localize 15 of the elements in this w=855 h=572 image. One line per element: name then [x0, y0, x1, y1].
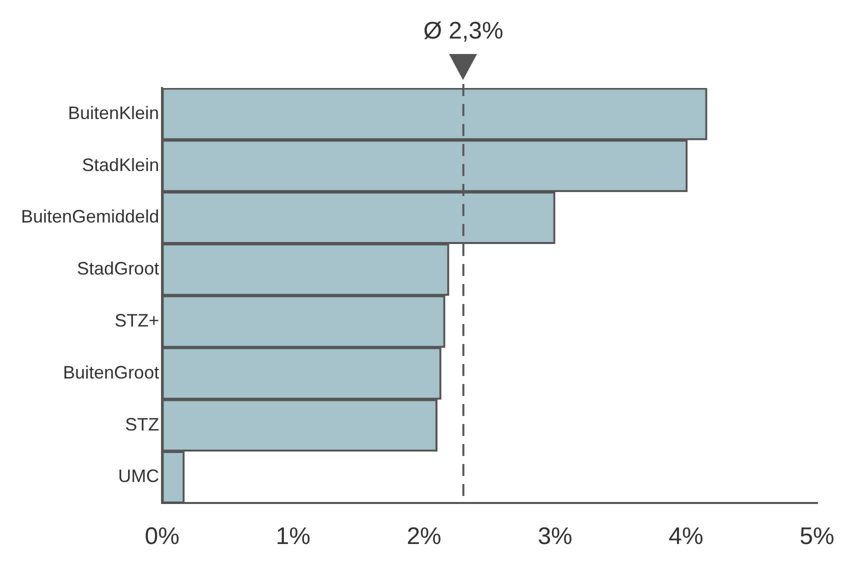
x-tick-label: 2%: [406, 523, 442, 550]
x-tick-label: 5%: [800, 523, 834, 550]
y-tick-label: BuitenKlein: [68, 102, 160, 123]
x-tick-label: 1%: [276, 523, 310, 550]
y-tick-label: StadKlein: [82, 154, 160, 175]
x-tick-label: 3%: [538, 523, 572, 550]
y-tick-label: StadGroot: [77, 258, 160, 279]
x-tick-label: 4%: [668, 523, 704, 550]
y-tick-label: STZ+: [114, 310, 160, 331]
y-tick-label: STZ: [125, 414, 160, 434]
y-tick-label: BuitenGroot: [63, 362, 160, 382]
x-tick-label: 0%: [144, 523, 180, 550]
y-tick-label: UMC: [118, 466, 160, 486]
ref-line-label: Ø 2,3%: [423, 18, 504, 45]
y-tick-label: BuitenGemiddeld: [20, 206, 160, 227]
